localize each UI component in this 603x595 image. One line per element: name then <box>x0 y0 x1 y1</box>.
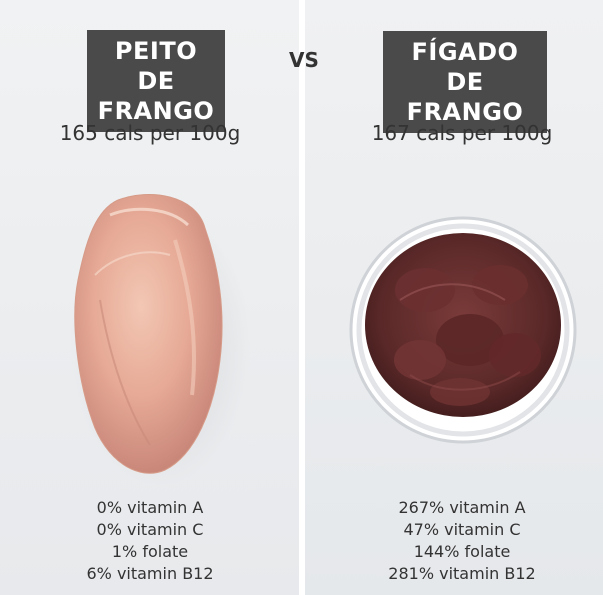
left-title-line1: PEITO DE <box>114 37 198 95</box>
vs-label: VS <box>289 48 319 72</box>
right-fact-vitamin-a: 267% vitamin A <box>398 498 526 517</box>
left-fact-vitamin-b12: 6% vitamin B12 <box>86 564 214 583</box>
left-title-line2: FRANGO <box>97 97 215 125</box>
right-title-line2: FRANGO <box>406 98 524 126</box>
right-title-badge: FÍGADO DE FRANGO <box>383 31 547 133</box>
left-calories: 165 cals per 100g <box>59 121 241 145</box>
left-fact-vitamin-c: 0% vitamin C <box>96 520 204 539</box>
left-fact-vitamin-a: 0% vitamin A <box>96 498 204 517</box>
right-fact-vitamin-c: 47% vitamin C <box>403 520 521 539</box>
divider <box>299 0 305 595</box>
right-calories: 167 cals per 100g <box>371 121 553 145</box>
right-nutrition-facts: 267% vitamin A 47% vitamin C 144% folate… <box>352 497 572 585</box>
left-fact-folate: 1% folate <box>111 542 189 561</box>
right-fact-folate: 144% folate <box>413 542 511 561</box>
left-nutrition-facts: 0% vitamin A 0% vitamin C 1% folate 6% v… <box>40 497 260 585</box>
left-title-badge: PEITO DE FRANGO <box>87 30 225 132</box>
right-title-line1: FÍGADO DE <box>411 38 519 96</box>
right-fact-vitamin-b12: 281% vitamin B12 <box>388 564 536 583</box>
